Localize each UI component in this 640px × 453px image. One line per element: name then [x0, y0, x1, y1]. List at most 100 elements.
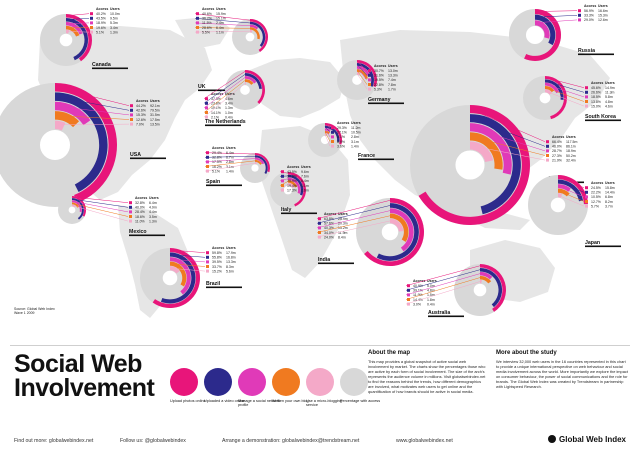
users-value: 50.2m — [566, 154, 576, 158]
users-value: 3.4m — [110, 26, 118, 30]
access-value: 57.6% — [324, 222, 334, 226]
row-swatch — [129, 215, 132, 218]
users-value: 15.8m — [605, 186, 615, 190]
access-value: 19.5% — [374, 78, 384, 82]
access-value: 23.8% — [211, 102, 221, 106]
row-swatch — [331, 144, 334, 148]
footer-more-link[interactable]: Find out more: globalwebindex.net — [14, 438, 94, 444]
users-value: 1.3m — [225, 106, 233, 110]
users-value: 2.6m — [301, 188, 309, 192]
header-users: Users — [427, 279, 437, 283]
leader-line — [557, 185, 585, 198]
leader-line — [194, 30, 251, 33]
legend-label: Written your own blog — [272, 399, 309, 403]
users-value: 5.3m — [110, 21, 118, 25]
row-swatch — [318, 217, 321, 221]
legend-item: Percentage with access — [340, 368, 386, 403]
users-value: 86.1m — [566, 145, 576, 149]
access-value: 56.9% — [584, 9, 594, 13]
header-users: Users — [149, 196, 159, 200]
users-value: 12.6m — [598, 18, 608, 22]
ring-4 — [390, 213, 409, 242]
ring-3 — [390, 208, 414, 252]
footer-twitter-link[interactable]: Follow us: @globalwebindex — [120, 438, 186, 444]
leader-line — [356, 67, 368, 81]
leader-line — [356, 73, 368, 90]
row-swatch — [585, 200, 588, 203]
leader-line — [203, 83, 246, 118]
leader-line — [557, 176, 585, 188]
access-value: 29.0% — [584, 18, 594, 22]
brand-text: Global Web Index — [559, 435, 626, 444]
ring-1 — [364, 198, 424, 266]
access-value: 32.8% — [212, 156, 222, 160]
row-swatch — [206, 251, 209, 255]
access-value: 29.4% — [212, 151, 222, 155]
leader-line — [544, 77, 585, 88]
ring-1 — [250, 19, 268, 52]
users-value: 17.5m — [150, 118, 160, 122]
ring-3 — [480, 271, 493, 280]
row-swatch — [368, 87, 371, 91]
row-swatch — [205, 97, 208, 101]
legend-item: Use a micro-blogging service — [306, 368, 352, 408]
header-access: Access — [374, 64, 386, 68]
users-value: 11.9m — [338, 231, 348, 235]
access-value: 12.6% — [136, 118, 146, 122]
users-value: 10.5m — [351, 131, 361, 135]
row-swatch — [206, 265, 209, 268]
ring-1 — [480, 264, 506, 312]
chart-hole — [539, 92, 551, 104]
users-value: 13.3m — [388, 74, 398, 78]
users-value: 2.8m — [226, 160, 234, 164]
access-value: 5.1% — [96, 30, 104, 34]
ring-4 — [245, 79, 254, 85]
ring-3 — [255, 157, 265, 165]
users-value: 15.2m — [338, 226, 348, 230]
leader-line — [169, 267, 206, 272]
country-underline — [428, 315, 464, 318]
leader-line — [469, 136, 546, 156]
leader-line — [71, 198, 129, 208]
country-name: Australia — [428, 310, 450, 316]
footer-demo-link[interactable]: Arrange a demonstration: globalwebindex@… — [222, 438, 360, 444]
users-value: 13.5m — [150, 122, 160, 126]
row-swatch — [585, 195, 588, 199]
users-value: 2.8m — [351, 135, 359, 139]
access-value: 8.1% — [337, 135, 345, 139]
profile-icon — [238, 368, 266, 396]
leader-line — [324, 126, 331, 133]
header-access: Access — [212, 146, 224, 150]
access-value: 5.5% — [202, 30, 210, 34]
ring-3 — [470, 123, 512, 175]
leader-line — [204, 158, 256, 163]
leader-line — [544, 83, 585, 98]
country-underline — [130, 157, 166, 160]
footer-web-link[interactable]: www.globalwebindex.net — [396, 438, 453, 444]
country-name: South Korea — [585, 114, 616, 120]
row-swatch — [90, 16, 93, 20]
legend-label: Upload photos online — [170, 399, 206, 403]
row-swatch — [130, 108, 133, 112]
ring-1 — [288, 172, 306, 207]
users-value: 92.1m — [150, 104, 160, 108]
access-value: 30.8% — [287, 175, 297, 179]
row-swatch — [130, 122, 133, 126]
header-access: Access — [135, 196, 147, 200]
row-swatch — [368, 83, 371, 86]
access-value: 30.7% — [374, 69, 384, 73]
users-value: 16.6m — [598, 9, 608, 13]
leader-line — [169, 254, 206, 258]
users-value: 7.4m — [388, 78, 396, 82]
access-value: 32.8% — [135, 201, 145, 205]
leader-line — [204, 162, 256, 172]
row-swatch — [318, 221, 321, 225]
access-value: 10.5% — [591, 195, 601, 199]
users-value: 2.4m — [216, 21, 224, 25]
users-value: 25.9m — [338, 217, 348, 221]
country-chart-netherlands: AccessUsers37.3%4.6m23.8%3.4m15.1%1.3m14… — [203, 70, 265, 127]
country-chart-australia: Access Users 40.9% 5.0m 39.1% 4.8m 11.9% 1.5m 14… — [405, 264, 506, 318]
row-swatch — [407, 298, 410, 301]
access-value: 11.5% — [202, 21, 212, 25]
